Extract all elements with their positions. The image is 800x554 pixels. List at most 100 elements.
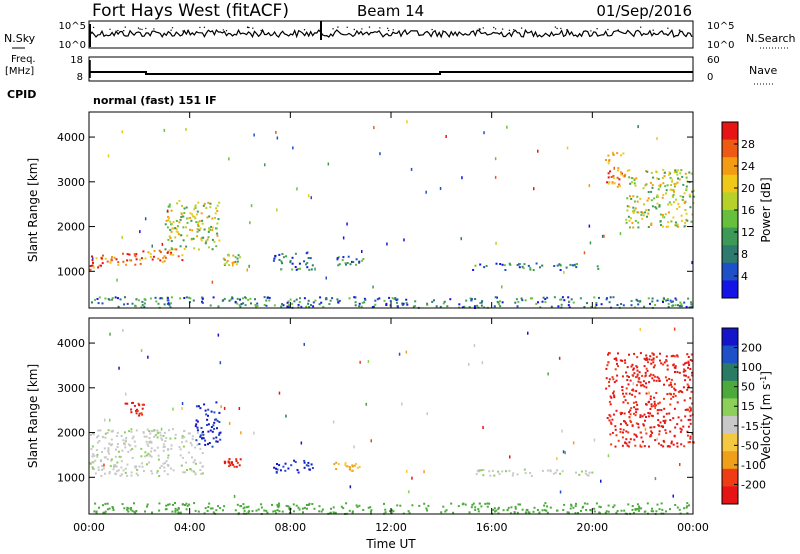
power-cell [498, 303, 501, 306]
velocity-cell [172, 469, 175, 472]
power-cell [140, 306, 143, 309]
power-cell [346, 262, 349, 264]
noise-point [560, 27, 562, 30]
power-cell [494, 296, 497, 299]
velocity-scatter [89, 327, 695, 515]
velocity-cell [658, 430, 661, 433]
power-cell [157, 302, 160, 305]
power-cell [675, 182, 678, 185]
velocity-cell [174, 507, 177, 510]
power-cell [680, 305, 683, 308]
power-cell [389, 300, 392, 303]
velocity-cell [686, 434, 689, 437]
velocity-cell [684, 362, 686, 365]
velocity-cell [218, 411, 221, 414]
power-cell [167, 302, 170, 305]
power-cell [297, 306, 300, 309]
velocity-cell [122, 328, 124, 332]
velocity-cell [623, 420, 626, 423]
velocity-cell [612, 390, 615, 393]
velocity-cell [278, 510, 281, 513]
velocity-cell [630, 421, 633, 423]
velocity-cell [92, 461, 95, 464]
velocity-cell [123, 443, 126, 446]
velocity-cell [274, 509, 277, 512]
velocity-cell [150, 470, 153, 472]
velocity-cell [307, 461, 310, 464]
power-cell [605, 159, 607, 161]
velocity-cell [408, 490, 410, 494]
velocity-cell [507, 506, 510, 509]
power-cell [348, 297, 351, 300]
power-cell [479, 302, 482, 304]
power-cell [567, 304, 570, 307]
velocity-cell [151, 472, 154, 475]
power-cell [544, 298, 547, 301]
velocity-cell [161, 438, 164, 441]
velocity-cell [93, 510, 96, 513]
power-cell [216, 232, 219, 235]
power-cell [280, 268, 283, 271]
velocity-cell [143, 435, 146, 438]
power-cell [633, 182, 636, 185]
velocity-cell [666, 364, 669, 367]
velocity-cell [196, 443, 199, 446]
velocity-cell [318, 505, 321, 508]
velocity-cell [128, 430, 131, 433]
velocity-cell [200, 431, 203, 434]
power-cell [159, 251, 162, 254]
date-label: 01/Sep/2016 [596, 2, 692, 20]
nave-label: Nave [749, 64, 777, 77]
velocity-cell [223, 505, 226, 508]
power-cell [95, 257, 98, 260]
velocity-cell [165, 437, 168, 440]
velocity-cell [215, 418, 218, 421]
power-cell [559, 264, 562, 266]
velocity-cell [634, 508, 637, 511]
velocity-cell [583, 502, 586, 505]
power-cell [645, 183, 648, 186]
velocity-cell [559, 490, 562, 494]
velocity-cell [190, 469, 193, 472]
velocity-cell [177, 507, 180, 510]
velocity-cell [634, 395, 637, 398]
velocity-cell [109, 418, 111, 422]
n-sky-tick-bottom: 10^0 [59, 40, 86, 51]
velocity-cell [145, 454, 148, 457]
velocity-cell [178, 512, 181, 515]
velocity-cell [159, 434, 162, 437]
velocity-cell [647, 412, 650, 414]
velocity-cell [346, 465, 349, 468]
power-cell [673, 190, 675, 193]
power-cell [185, 296, 188, 299]
velocity-cell [201, 452, 204, 455]
velocity-cell [356, 466, 359, 469]
velocity-cell [134, 466, 137, 469]
power-cell [117, 297, 119, 300]
velocity-cell [163, 431, 166, 434]
power-cell [201, 297, 204, 300]
velocity-cell [121, 449, 124, 452]
power-cell [191, 213, 193, 216]
power-cell [265, 299, 268, 302]
power-cell [208, 215, 211, 218]
power-cell [218, 201, 221, 204]
velocity-cell [689, 437, 692, 440]
velocity-cell [662, 445, 665, 448]
power-cell [579, 297, 582, 300]
power-cell [629, 182, 632, 185]
velocity-cell [660, 502, 663, 505]
velocity-cell [608, 419, 611, 422]
velocity-cell [170, 467, 172, 470]
power-cell [656, 137, 658, 141]
velocity-cell [303, 342, 305, 346]
velocity-cell [670, 385, 673, 388]
velocity-cell [276, 463, 278, 465]
velocity-cell [356, 505, 359, 508]
velocity-cell [348, 466, 351, 469]
power-cell [104, 297, 107, 300]
velocity-cell [320, 510, 323, 513]
velocity-cell [690, 353, 693, 356]
velocity-cell [235, 460, 238, 462]
velocity-cell [475, 473, 478, 476]
